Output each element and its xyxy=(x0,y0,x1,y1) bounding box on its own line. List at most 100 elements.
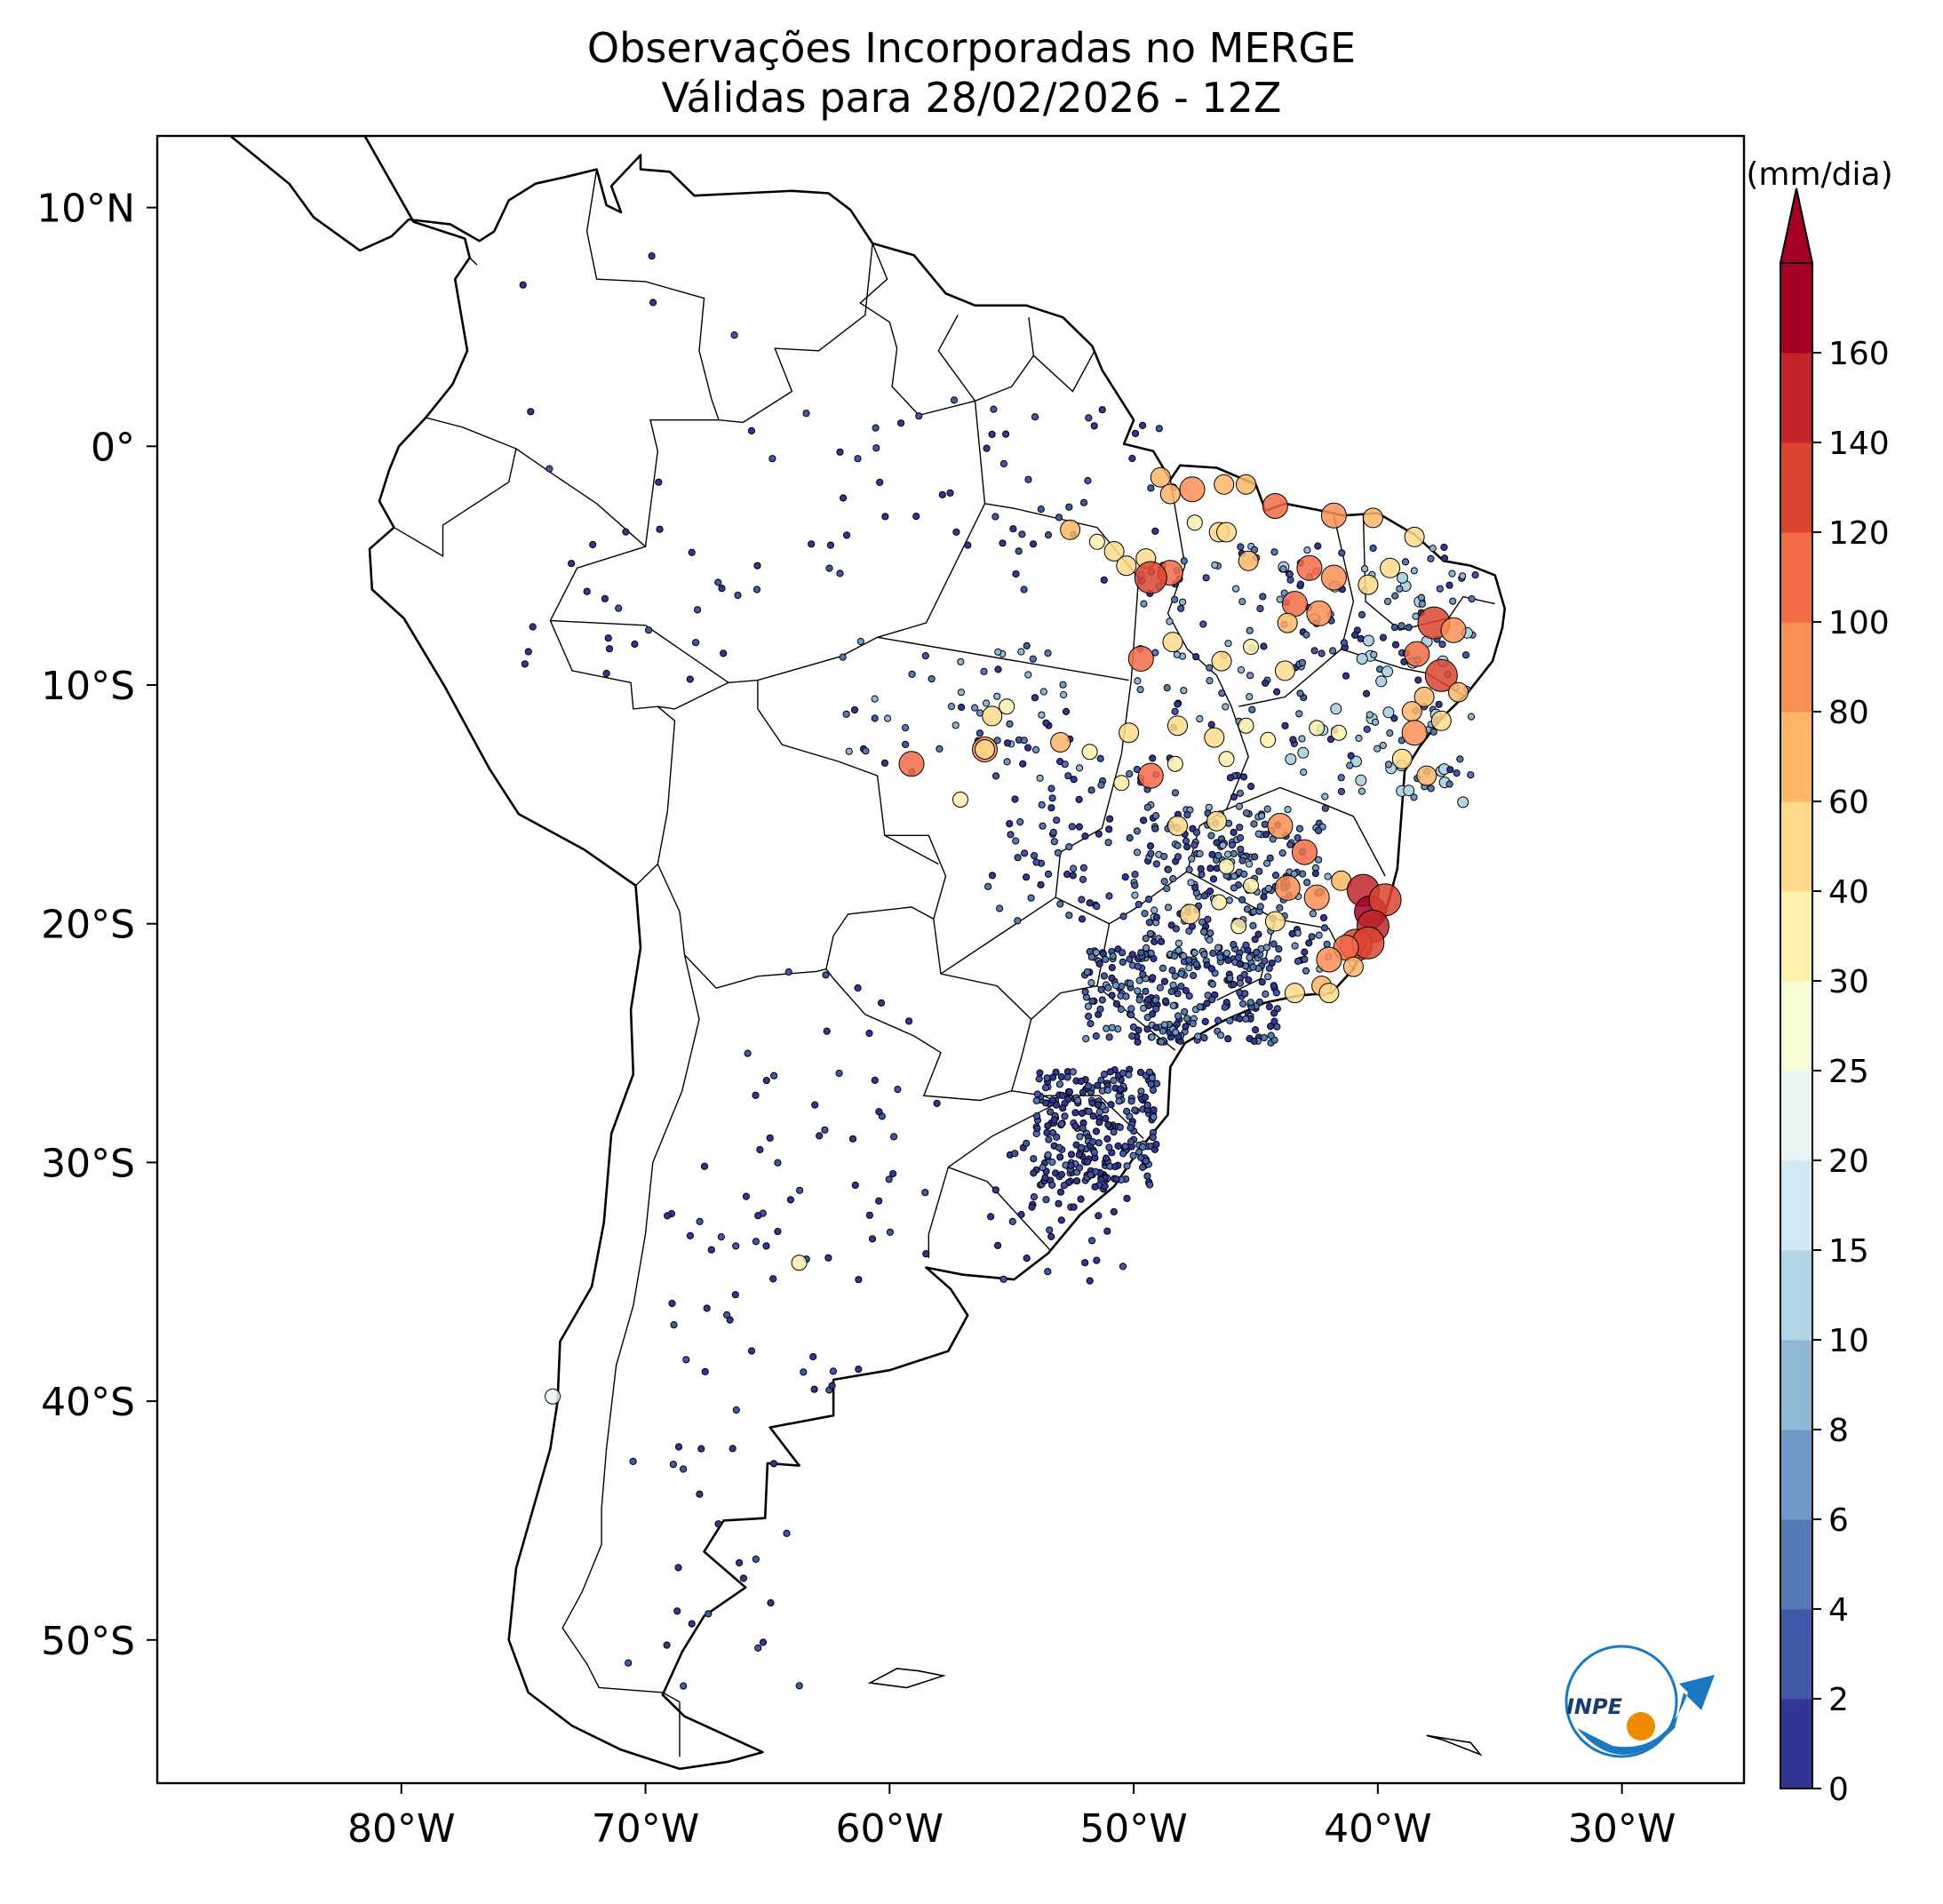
station-point-highlight xyxy=(1440,617,1467,643)
station-point xyxy=(1236,1015,1244,1023)
station-point xyxy=(1050,1116,1058,1124)
station-point xyxy=(1230,884,1238,892)
station-point xyxy=(1189,1020,1197,1028)
station-point-highlight xyxy=(999,698,1015,715)
station-point xyxy=(1151,906,1159,914)
station-point xyxy=(568,560,576,568)
lat-tick-label: 40°S xyxy=(41,1380,135,1425)
station-point xyxy=(1135,976,1143,984)
station-point xyxy=(752,1091,760,1099)
station-point xyxy=(1012,570,1020,578)
colorbar-unit-label: (mm/dia) xyxy=(1746,156,1892,193)
station-point xyxy=(1180,952,1188,960)
station-point xyxy=(957,657,965,665)
station-point xyxy=(670,1321,678,1329)
colorbar-swatch xyxy=(1780,1071,1812,1161)
station-point xyxy=(1237,543,1245,551)
station-point xyxy=(875,1108,883,1116)
station-point-highlight xyxy=(1430,710,1452,731)
lat-tick-label: 50°S xyxy=(41,1619,135,1664)
station-point xyxy=(1047,785,1055,793)
station-point xyxy=(1108,974,1116,982)
station-point xyxy=(631,640,639,649)
station-point xyxy=(1090,422,1098,430)
station-point xyxy=(1052,1068,1060,1076)
station-point xyxy=(865,1211,874,1219)
station-point xyxy=(828,1382,836,1390)
colorbar-tick-label: 40 xyxy=(1828,874,1869,911)
station-point xyxy=(897,419,905,427)
station-point xyxy=(1055,1080,1064,1088)
station-point-highlight xyxy=(1380,557,1401,578)
station-point xyxy=(1243,905,1252,913)
station-point-highlight xyxy=(1358,574,1379,595)
station-point xyxy=(1087,786,1095,794)
station-point xyxy=(1104,1120,1112,1129)
station-point xyxy=(1236,960,1244,968)
station-point xyxy=(1031,852,1039,860)
station-point xyxy=(1127,1011,1135,1019)
station-point xyxy=(1134,987,1142,995)
station-point xyxy=(1024,744,1032,752)
station-point xyxy=(880,759,889,767)
station-point xyxy=(1108,1149,1116,1157)
station-point xyxy=(1295,825,1304,833)
station-point xyxy=(1088,997,1096,1005)
station-point xyxy=(1134,677,1142,685)
station-point xyxy=(1369,544,1377,553)
station-point xyxy=(1151,825,1159,833)
station-point-highlight xyxy=(1404,641,1430,667)
station-point xyxy=(1139,1163,1147,1172)
station-point xyxy=(1390,624,1399,632)
station-point xyxy=(1059,681,1067,689)
station-point-highlight xyxy=(1179,904,1200,925)
station-point xyxy=(1185,956,1193,964)
station-point xyxy=(1259,593,1267,601)
station-point xyxy=(1355,774,1367,786)
station-point xyxy=(1177,604,1185,613)
station-point xyxy=(1114,1142,1122,1151)
station-point xyxy=(1131,429,1140,437)
station-point xyxy=(835,1069,843,1078)
station-point xyxy=(1070,864,1078,872)
station-point-highlight xyxy=(1134,561,1167,594)
station-point xyxy=(1448,570,1456,578)
station-point xyxy=(1161,997,1170,1005)
station-point xyxy=(1015,547,1023,555)
colorbar-tick-label: 25 xyxy=(1828,1054,1869,1090)
station-point xyxy=(739,1574,748,1582)
station-point xyxy=(1230,872,1238,880)
station-point xyxy=(1152,812,1160,820)
station-point xyxy=(1232,585,1240,593)
station-point-highlight xyxy=(1127,645,1154,672)
station-point xyxy=(850,705,859,714)
colorbar-tick-label: 4 xyxy=(1828,1592,1849,1629)
station-point xyxy=(1119,1150,1127,1158)
station-point xyxy=(1225,896,1233,904)
station-point xyxy=(1173,1020,1181,1028)
lat-tick-label: 20°S xyxy=(41,903,135,948)
station-point xyxy=(668,1299,676,1308)
station-point xyxy=(1033,1125,1041,1133)
station-point xyxy=(843,531,851,539)
station-point xyxy=(1081,988,1089,996)
station-point xyxy=(1082,1035,1090,1043)
station-point xyxy=(1146,842,1155,850)
station-point-highlight xyxy=(1277,612,1298,633)
station-point-highlight xyxy=(1060,519,1081,540)
station-point xyxy=(1241,990,1249,998)
station-point xyxy=(1237,665,1246,674)
station-point xyxy=(1044,1122,1052,1130)
station-point xyxy=(983,699,991,707)
station-point xyxy=(545,465,553,473)
station-point xyxy=(1127,1005,1135,1013)
station-point xyxy=(1190,949,1198,957)
station-point xyxy=(1209,875,1218,883)
colorbar-swatch xyxy=(1780,1160,1812,1251)
station-point xyxy=(1265,1003,1273,1011)
station-point xyxy=(1366,711,1374,719)
station-point xyxy=(1085,414,1093,422)
station-point xyxy=(1206,677,1214,685)
station-point xyxy=(1152,1024,1160,1032)
station-point-highlight xyxy=(1179,476,1206,503)
